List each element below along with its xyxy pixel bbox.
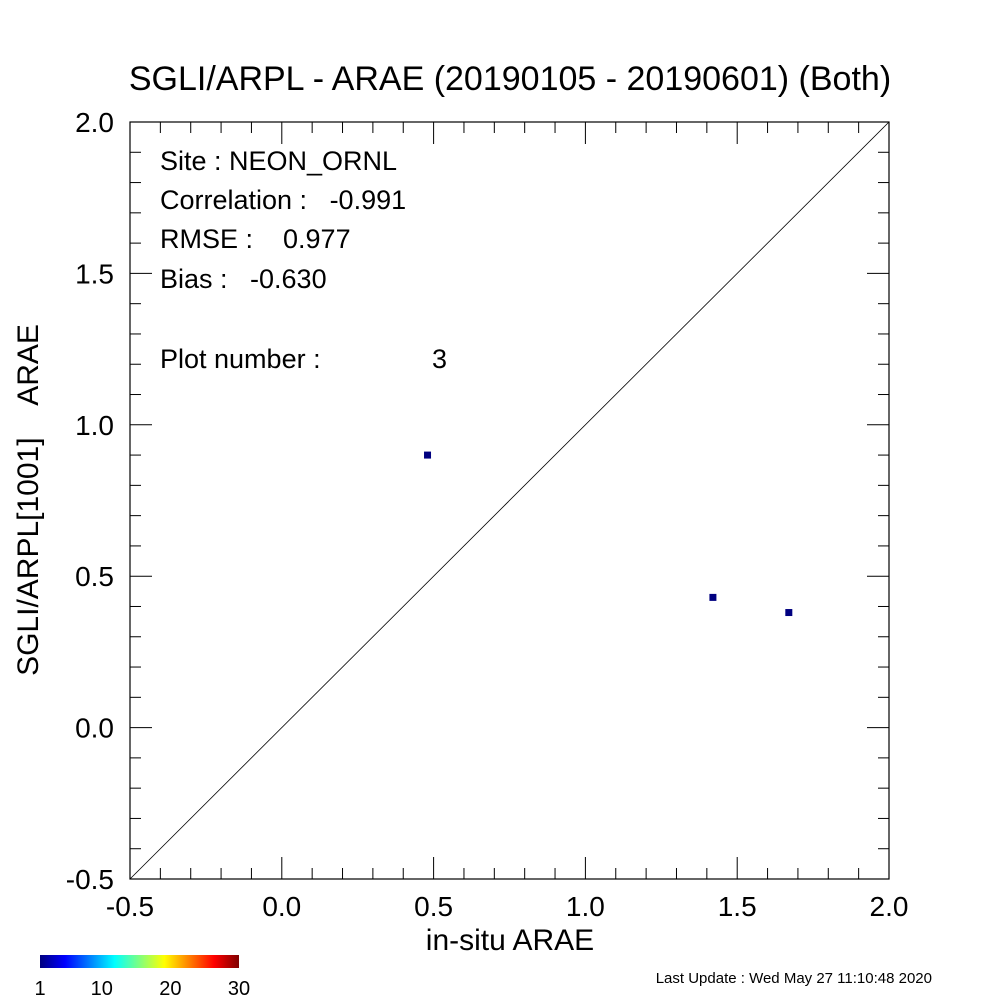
x-tick-label: -0.5 bbox=[106, 891, 154, 922]
colorbar-tick-label: 20 bbox=[159, 978, 181, 1000]
y-axis-label: SGLI/ARPL[1001] ARAE bbox=[12, 324, 45, 676]
y-tick-label: 0.5 bbox=[75, 561, 114, 592]
axis-ticks bbox=[129, 121, 890, 880]
correlation-text: Correlation : -0.991 bbox=[160, 185, 406, 215]
last-update-text: Last Update : Wed May 27 11:10:48 2020 bbox=[656, 970, 932, 987]
y-tick-label: 1.0 bbox=[75, 410, 114, 441]
rmse-text: RMSE : 0.977 bbox=[160, 224, 351, 254]
y-tick-label: 0.0 bbox=[75, 713, 114, 744]
plot-number-value: 3 bbox=[432, 344, 447, 374]
x-tick-label: 0.5 bbox=[414, 891, 453, 922]
y-tick-label: 2.0 bbox=[75, 107, 114, 138]
plot-frame bbox=[129, 121, 890, 880]
site-text: Site : NEON_ORNL bbox=[160, 146, 397, 176]
x-tick-labels: -0.5 0.0 0.5 1.0 1.5 2.0 bbox=[106, 891, 909, 922]
colorbar-tick-label: 1 bbox=[34, 978, 45, 1000]
data-point bbox=[424, 451, 432, 459]
data-point bbox=[785, 609, 793, 617]
x-tick-label: 0.0 bbox=[262, 891, 301, 922]
colorbar-tick-labels: 1 10 20 30 bbox=[34, 978, 250, 1000]
y-tick-labels: -0.5 0.0 0.5 1.0 1.5 2.0 bbox=[66, 107, 114, 895]
plot-number-label: Plot number : bbox=[160, 344, 321, 374]
data-points bbox=[424, 451, 793, 617]
y-tick-label: 1.5 bbox=[75, 258, 114, 289]
x-axis-label: in-situ ARAE bbox=[426, 924, 594, 957]
colorbar-tick-label: 30 bbox=[228, 978, 250, 1000]
colorbar bbox=[40, 955, 239, 968]
y-tick-label: -0.5 bbox=[66, 864, 114, 895]
bias-text: Bias : -0.630 bbox=[160, 264, 327, 294]
one-to-one-line bbox=[129, 121, 890, 880]
data-point bbox=[709, 593, 717, 601]
colorbar-tick-label: 10 bbox=[91, 978, 113, 1000]
x-tick-label: 2.0 bbox=[870, 891, 909, 922]
x-tick-label: 1.0 bbox=[566, 891, 605, 922]
x-tick-label: 1.5 bbox=[718, 891, 757, 922]
chart-title: SGLI/ARPL - ARAE (20190105 - 20190601) (… bbox=[129, 60, 891, 98]
